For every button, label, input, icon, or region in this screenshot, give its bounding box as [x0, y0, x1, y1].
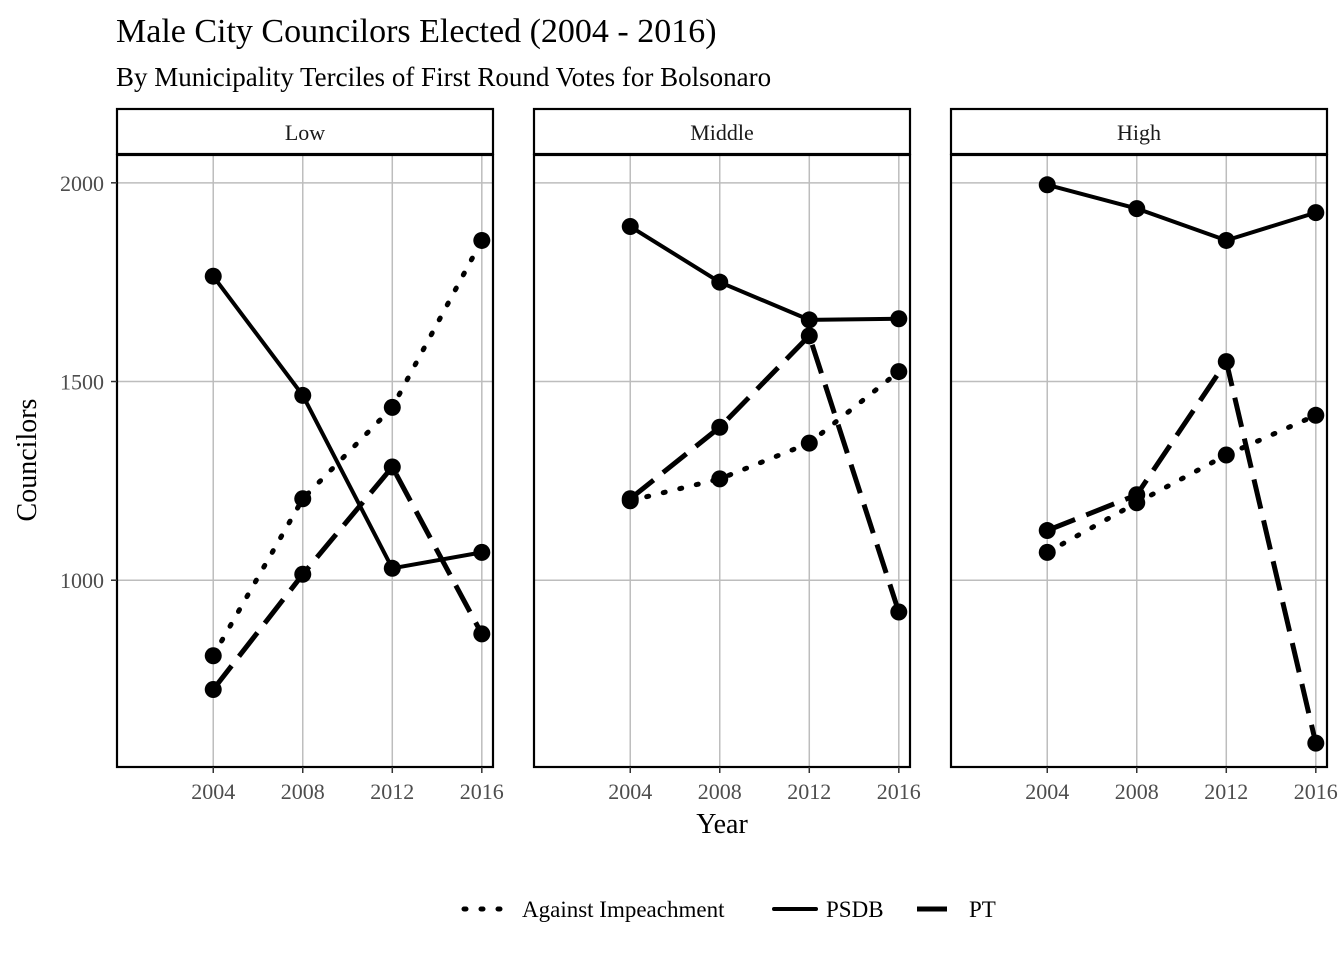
facet-panels: Low 2004 2008 2012 2016 1000 1500 2000 Middle 200… [60, 107, 1338, 804]
data-point-pt [294, 565, 312, 583]
x-axis-title: Year [696, 809, 748, 840]
data-point-pt [383, 458, 401, 476]
data-point-against-impeachment [800, 434, 818, 452]
data-point-psdb [383, 559, 401, 577]
data-point-psdb [473, 543, 491, 561]
x-tick-label: 2012 [370, 779, 414, 804]
series-line-pt [1046, 359, 1319, 744]
data-point-pt [1217, 353, 1235, 371]
series-line-pt [211, 464, 485, 692]
panel-border [949, 153, 1329, 769]
data-point-against-impeachment [1038, 543, 1056, 561]
data-point-against-impeachment [294, 490, 312, 508]
chart-title: Male City Councilors Elected (2004 - 201… [116, 13, 717, 50]
strip-label: High [1117, 120, 1161, 145]
panel-border [532, 153, 912, 769]
data-point-pt [621, 490, 639, 508]
x-tick-label: 2004 [191, 779, 235, 804]
data-point-psdb [621, 218, 639, 236]
data-point-against-impeachment [1217, 446, 1235, 464]
data-point-psdb [1217, 231, 1235, 249]
x-tick-label: 2016 [1294, 779, 1338, 804]
data-point-psdb [800, 311, 818, 329]
series-line-against-impeachment [210, 237, 485, 659]
x-tick-label: 2008 [1115, 779, 1159, 804]
data-point-pt [204, 681, 222, 699]
data-point-against-impeachment [1307, 406, 1325, 424]
x-tick-label: 2008 [281, 779, 325, 804]
data-point-against-impeachment [711, 470, 729, 488]
data-point-pt [1307, 734, 1325, 752]
data-point-pt [800, 327, 818, 345]
data-point-pt [1038, 522, 1056, 540]
data-point-against-impeachment [383, 398, 401, 416]
data-point-psdb [1307, 204, 1325, 222]
y-tick-label: 1500 [60, 370, 104, 395]
x-tick-label: 2016 [460, 779, 504, 804]
strip-box [115, 107, 495, 156]
data-point-against-impeachment [473, 231, 491, 249]
strip-box [532, 107, 912, 156]
panel-high: High 2004 2008 2012 2016 [949, 107, 1338, 804]
legend-item-psdb: PSDB [772, 897, 884, 922]
data-point-psdb [1128, 200, 1146, 218]
data-point-against-impeachment [204, 647, 222, 665]
legend-item-pt: PT [917, 897, 996, 922]
data-point-psdb [711, 273, 729, 291]
series-line-pt [628, 333, 902, 613]
data-point-psdb [204, 267, 222, 285]
chart-subtitle: By Municipality Terciles of First Round … [116, 62, 771, 92]
x-tick-label: 2012 [1204, 779, 1248, 804]
x-tick-label: 2004 [1025, 779, 1069, 804]
data-point-psdb [890, 310, 908, 328]
series-line-against-impeachment [1044, 412, 1319, 555]
data-point-against-impeachment [890, 363, 908, 381]
series-line-psdb [211, 274, 484, 571]
data-point-psdb [1038, 176, 1056, 194]
legend-label: PT [969, 897, 996, 922]
legend-label: Against Impeachment [522, 897, 725, 922]
strip-label: Middle [690, 120, 754, 145]
y-tick-label: 2000 [60, 171, 104, 196]
y-axis-title: Councilors [12, 399, 43, 522]
data-point-pt [473, 625, 491, 643]
data-point-pt [711, 418, 729, 436]
data-point-psdb [294, 386, 312, 404]
panel-middle: Middle 2004 2008 2012 2016 [532, 107, 921, 804]
y-tick-label: 1000 [60, 568, 104, 593]
x-tick-label: 2004 [608, 779, 652, 804]
panel-low: Low 2004 2008 2012 2016 1000 1500 2000 [60, 107, 504, 804]
legend-item-against-impeachment: Against Impeachment [461, 897, 725, 922]
x-tick-label: 2008 [698, 779, 742, 804]
x-tick-label: 2016 [877, 779, 921, 804]
series-line-psdb [1045, 182, 1318, 243]
series-line-against-impeachment [627, 369, 902, 504]
legend: Against Impeachment PSDB PT [461, 897, 996, 922]
data-point-pt [890, 603, 908, 621]
x-tick-label: 2012 [787, 779, 831, 804]
strip-label: Low [285, 120, 325, 145]
panel-border [115, 153, 495, 769]
legend-label: PSDB [826, 897, 884, 922]
data-point-pt [1128, 486, 1146, 504]
series-line-psdb [628, 224, 901, 322]
